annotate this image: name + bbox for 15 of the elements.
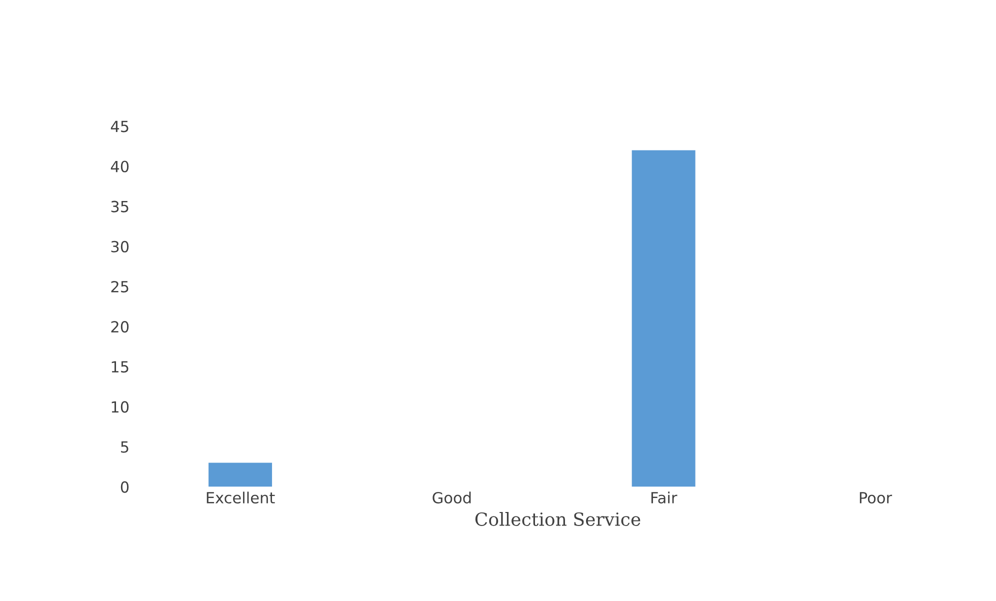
- x-tick-label: Good: [432, 492, 471, 504]
- y-tick-label: 0: [120, 481, 129, 493]
- y-tick-label: 20: [111, 321, 129, 333]
- x-tick-label: Excellent: [206, 492, 275, 504]
- y-tick-label: 45: [110, 120, 128, 132]
- y-tick-label: 5: [121, 441, 128, 453]
- y-tick-label: 15: [112, 361, 128, 373]
- x-axis-title: Collection Service: [475, 512, 640, 526]
- x-tick-label: Poor: [860, 492, 892, 504]
- x-tick-label: Fair: [651, 492, 678, 504]
- y-tick-label: 10: [112, 401, 129, 413]
- y-tick-label: 25: [111, 280, 128, 292]
- y-tick-label: 40: [110, 160, 129, 172]
- y-tick-label: 30: [111, 240, 129, 252]
- y-tick-label: 35: [111, 200, 128, 212]
